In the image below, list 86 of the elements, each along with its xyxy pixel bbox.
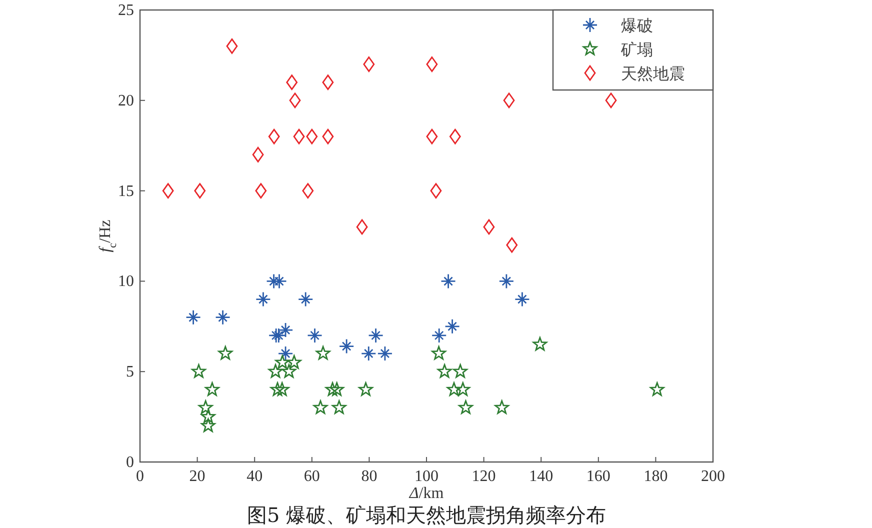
point bbox=[192, 364, 206, 378]
legend-label: 爆破 bbox=[621, 16, 653, 35]
point bbox=[307, 328, 322, 344]
point bbox=[278, 346, 294, 362]
point bbox=[430, 183, 442, 198]
point bbox=[322, 74, 334, 90]
y-tick-label: 25 bbox=[118, 2, 134, 19]
point bbox=[198, 400, 213, 414]
point bbox=[356, 219, 368, 235]
point bbox=[338, 338, 354, 354]
point bbox=[252, 146, 264, 162]
point bbox=[275, 355, 290, 369]
point bbox=[431, 328, 447, 344]
legend-label: 天然地震 bbox=[621, 64, 685, 83]
point bbox=[274, 382, 290, 396]
point bbox=[514, 292, 530, 307]
x-tick-label: 180 bbox=[644, 468, 668, 485]
point bbox=[456, 382, 470, 396]
point bbox=[432, 346, 446, 360]
point bbox=[293, 128, 305, 144]
point bbox=[368, 328, 384, 344]
point bbox=[286, 355, 302, 369]
point bbox=[205, 382, 220, 396]
point bbox=[255, 292, 271, 307]
point bbox=[186, 310, 201, 326]
x-tick-label: 40 bbox=[246, 468, 263, 485]
y-tick-label: 10 bbox=[118, 273, 134, 290]
point bbox=[494, 400, 510, 414]
point bbox=[358, 382, 373, 396]
x-tick-label: 100 bbox=[414, 468, 438, 485]
point bbox=[322, 128, 334, 144]
point bbox=[316, 346, 330, 360]
y-tick-label: 15 bbox=[118, 182, 134, 200]
y-tick-label: 5 bbox=[126, 364, 134, 381]
point bbox=[332, 400, 346, 414]
point bbox=[270, 382, 285, 396]
point bbox=[532, 336, 548, 351]
x-axis-title: Δ/km bbox=[408, 485, 444, 502]
point bbox=[426, 56, 438, 72]
x-tick-label: 120 bbox=[472, 468, 496, 485]
point bbox=[330, 382, 344, 396]
point bbox=[302, 183, 314, 198]
point bbox=[498, 274, 514, 289]
x-tick-label: 20 bbox=[189, 468, 206, 485]
point bbox=[226, 38, 238, 54]
point bbox=[218, 346, 233, 360]
point bbox=[201, 409, 216, 423]
point bbox=[458, 400, 473, 414]
point bbox=[360, 346, 376, 362]
point bbox=[650, 382, 664, 396]
point bbox=[506, 237, 518, 253]
point bbox=[444, 318, 460, 334]
point bbox=[215, 310, 230, 326]
x-tick-label: 60 bbox=[304, 468, 320, 485]
point bbox=[201, 418, 216, 432]
point bbox=[605, 92, 617, 108]
point bbox=[446, 382, 462, 396]
point bbox=[268, 364, 283, 378]
point bbox=[306, 128, 318, 144]
point bbox=[313, 400, 328, 414]
point bbox=[426, 128, 438, 144]
y-tick-label: 0 bbox=[126, 454, 134, 471]
x-tick-label: 200 bbox=[701, 468, 725, 485]
x-tick-label: 160 bbox=[586, 468, 610, 485]
point bbox=[363, 56, 375, 72]
point bbox=[194, 183, 206, 198]
point bbox=[437, 364, 452, 378]
point bbox=[289, 92, 301, 108]
point bbox=[268, 128, 280, 144]
point bbox=[255, 183, 267, 198]
caption: 图5 爆破、矿塌和天然地震拐角频率分布 bbox=[246, 503, 606, 527]
point bbox=[377, 346, 393, 362]
legend-label: 矿塌 bbox=[620, 40, 653, 59]
x-tick-label: 80 bbox=[361, 468, 378, 485]
point bbox=[503, 92, 515, 108]
point bbox=[282, 364, 296, 378]
point bbox=[453, 364, 468, 378]
point bbox=[440, 274, 456, 289]
point bbox=[325, 382, 340, 396]
point bbox=[483, 219, 495, 235]
point bbox=[286, 74, 298, 90]
point bbox=[298, 292, 314, 307]
point bbox=[449, 128, 461, 144]
y-tick-label: 20 bbox=[118, 92, 134, 110]
x-tick-label: 140 bbox=[529, 468, 554, 485]
point bbox=[162, 183, 174, 198]
